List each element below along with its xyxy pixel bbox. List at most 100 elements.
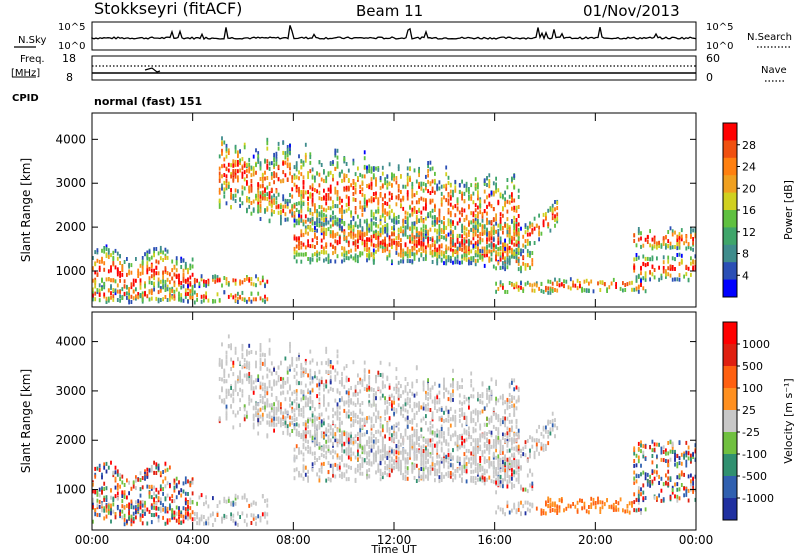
velocity-cell bbox=[363, 444, 366, 449]
power-cell bbox=[685, 272, 688, 277]
power-cell bbox=[472, 228, 475, 233]
velocity-cell bbox=[359, 435, 362, 440]
velocity-cell bbox=[388, 454, 391, 459]
velocity-cells bbox=[92, 334, 697, 527]
velocity-cell bbox=[105, 504, 108, 509]
velocity-cell bbox=[325, 427, 328, 432]
velocity-cell bbox=[368, 385, 371, 390]
power-cell bbox=[150, 296, 153, 301]
power-cell bbox=[640, 244, 642, 249]
velocity-cell bbox=[318, 425, 321, 430]
power-cell bbox=[386, 247, 389, 252]
power-cell bbox=[309, 194, 312, 199]
power-cell bbox=[119, 261, 121, 265]
power-cell bbox=[146, 250, 149, 255]
velocity-cell bbox=[386, 421, 389, 426]
power-cell bbox=[529, 232, 531, 237]
power-cell bbox=[110, 291, 112, 296]
power-cell bbox=[506, 185, 509, 190]
power-cell bbox=[144, 252, 146, 257]
velocity-cell bbox=[300, 473, 303, 478]
power-cell bbox=[653, 275, 656, 280]
power-cell bbox=[105, 247, 108, 251]
power-cell bbox=[304, 245, 307, 250]
velocity-cell bbox=[368, 458, 371, 463]
power-cell bbox=[336, 190, 339, 195]
power-cell bbox=[529, 221, 531, 226]
velocity-cell bbox=[363, 450, 366, 455]
power-cell bbox=[341, 246, 343, 251]
velocity-cell bbox=[250, 398, 253, 403]
power-cell bbox=[293, 236, 296, 241]
power-cell bbox=[420, 253, 423, 258]
power-cell bbox=[159, 286, 162, 291]
velocity-cell bbox=[225, 359, 228, 364]
velocity-cell bbox=[144, 469, 146, 474]
power-cell bbox=[173, 265, 176, 270]
velocity-cell bbox=[255, 406, 257, 411]
power-cell bbox=[395, 176, 398, 180]
power-cell bbox=[667, 244, 670, 248]
power-cell bbox=[443, 195, 445, 200]
power-cell bbox=[515, 252, 518, 257]
power-cell bbox=[153, 253, 155, 258]
velocity-cell bbox=[329, 478, 332, 483]
velocity-cell bbox=[275, 411, 278, 416]
power-cell bbox=[295, 187, 298, 192]
velocity-cell bbox=[273, 421, 275, 425]
velocity-cell bbox=[92, 502, 94, 507]
power-cell bbox=[375, 179, 377, 184]
power-cell bbox=[252, 154, 255, 159]
power-cell bbox=[517, 232, 520, 237]
power-cell bbox=[171, 276, 174, 281]
power-cell bbox=[309, 225, 312, 229]
velocity-cell bbox=[268, 380, 271, 385]
velocity-cell bbox=[198, 521, 201, 526]
velocity-cell bbox=[307, 449, 309, 454]
power-cell bbox=[538, 232, 540, 237]
power-cell bbox=[465, 246, 468, 250]
velocity-cell bbox=[347, 377, 350, 382]
power-cell bbox=[193, 300, 196, 305]
power-cell bbox=[282, 140, 285, 145]
power-cell bbox=[257, 185, 260, 190]
power-cell bbox=[508, 237, 511, 242]
power-cell bbox=[146, 294, 149, 299]
power-cell bbox=[388, 210, 391, 215]
power-cell bbox=[388, 253, 391, 258]
power-cell bbox=[662, 239, 665, 244]
velocity-cell bbox=[293, 468, 296, 473]
power-cell bbox=[601, 280, 604, 285]
power-cell bbox=[395, 236, 398, 241]
power-cell bbox=[660, 275, 663, 280]
velocity-cell bbox=[309, 349, 312, 354]
power-cell bbox=[270, 208, 273, 213]
velocity-cell bbox=[237, 522, 239, 527]
power-cell bbox=[470, 260, 473, 265]
velocity-cell bbox=[375, 440, 377, 445]
velocity-cell bbox=[248, 379, 251, 384]
power-cell bbox=[248, 297, 251, 301]
power-cell bbox=[218, 171, 221, 176]
velocity-cell bbox=[332, 455, 334, 460]
velocity-cell bbox=[171, 508, 174, 513]
power-cell bbox=[434, 240, 436, 245]
velocity-cell bbox=[107, 510, 110, 515]
power-cell bbox=[413, 221, 416, 226]
power-cell bbox=[320, 205, 323, 210]
power-cell bbox=[230, 163, 232, 168]
power-cell bbox=[443, 216, 445, 221]
power-cell bbox=[184, 278, 187, 283]
velocity-cell bbox=[159, 487, 162, 492]
velocity-cell bbox=[325, 430, 328, 435]
velocity-cell bbox=[227, 496, 230, 501]
power-cell bbox=[352, 234, 355, 239]
power-cell bbox=[497, 188, 500, 193]
power-cell bbox=[434, 190, 436, 195]
power-cell bbox=[336, 254, 339, 259]
power-cell bbox=[341, 198, 343, 203]
power-cell bbox=[323, 246, 325, 251]
power-cell bbox=[295, 208, 298, 212]
velocity-cell bbox=[366, 416, 368, 421]
power-cell bbox=[511, 206, 513, 211]
